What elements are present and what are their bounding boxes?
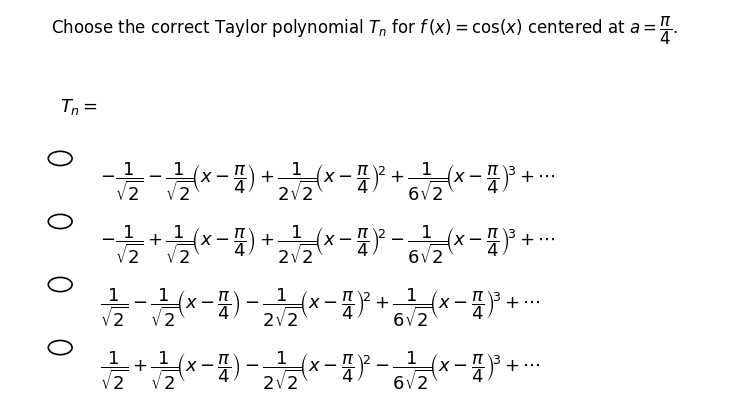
- Text: Choose the correct Taylor polynomial $T_n$ for $f\,(x) = \cos(x)$ centered at $a: Choose the correct Taylor polynomial $T_…: [51, 15, 678, 47]
- Text: $\dfrac{1}{\sqrt{2}} + \dfrac{1}{\sqrt{2}}\!\left(x - \dfrac{\pi}{4}\right) - \d: $\dfrac{1}{\sqrt{2}} + \dfrac{1}{\sqrt{2…: [100, 350, 541, 392]
- Text: $-\dfrac{1}{\sqrt{2}} - \dfrac{1}{\sqrt{2}}\!\left(x - \dfrac{\pi}{4}\right) + \: $-\dfrac{1}{\sqrt{2}} - \dfrac{1}{\sqrt{…: [100, 160, 555, 203]
- Text: $T_n = $: $T_n = $: [61, 97, 98, 117]
- Text: $\dfrac{1}{\sqrt{2}} - \dfrac{1}{\sqrt{2}}\!\left(x - \dfrac{\pi}{4}\right) - \d: $\dfrac{1}{\sqrt{2}} - \dfrac{1}{\sqrt{2…: [100, 286, 541, 329]
- Text: $-\dfrac{1}{\sqrt{2}} + \dfrac{1}{\sqrt{2}}\!\left(x - \dfrac{\pi}{4}\right) + \: $-\dfrac{1}{\sqrt{2}} + \dfrac{1}{\sqrt{…: [100, 224, 555, 266]
